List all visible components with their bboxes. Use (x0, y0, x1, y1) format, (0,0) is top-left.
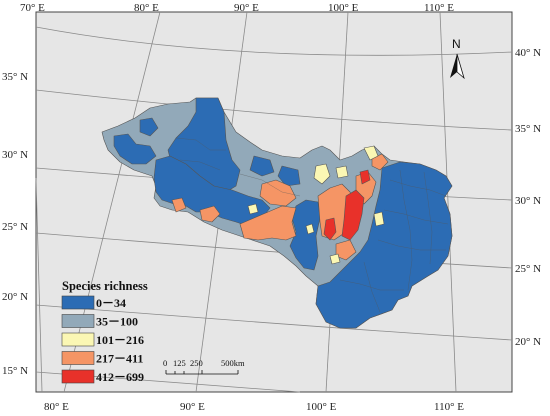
lon-label: 90° E (180, 401, 205, 413)
region-yellow-b (363, 145, 379, 161)
region-yellow-a (313, 163, 331, 185)
legend-swatch (61, 369, 95, 384)
legend-label: 35－100 (96, 315, 138, 329)
bottom-longitude-labels: 80° E 90° E 100° E 110° E (44, 401, 464, 413)
north-arrow-left-half (450, 54, 457, 78)
region-blue-north-a (249, 155, 275, 177)
lat-label: 15° N (2, 365, 28, 377)
region-orange-himalaya (239, 205, 297, 241)
region-blue-north-b (277, 165, 301, 187)
legend-label: 0－34 (96, 296, 126, 310)
scale-label: 125 (173, 358, 186, 368)
graticule-lat-40 (35, 26, 513, 56)
region-blue-far-west (113, 133, 157, 165)
region-blue-hengduan-west (289, 199, 321, 271)
lat-label: 25° N (2, 221, 28, 233)
region-blue-west-small (139, 117, 159, 137)
legend: Species richness 0－34 35－100 101－216 217－41… (61, 279, 148, 384)
lat-label: 20° N (515, 336, 541, 348)
scale-bar-line (165, 370, 239, 375)
boundary-line (179, 159, 221, 171)
boundary-line (363, 261, 381, 313)
region-red-core-b (323, 217, 337, 241)
graticule-lat-35 (35, 89, 513, 131)
north-arrow-label: N (452, 37, 461, 51)
region-blue-east (315, 161, 453, 329)
region-yellow-e (247, 203, 259, 215)
legend-swatch (61, 295, 95, 310)
right-latitude-labels: 40° N 35° N 30° N 25° N 20° N (515, 47, 541, 348)
boundary-line (175, 137, 226, 151)
scale-label: 0 (163, 358, 167, 368)
lon-label: 110° E (434, 401, 464, 413)
scale-bar: 0 125 250 500km (163, 358, 245, 375)
boundary-line (377, 239, 446, 251)
region-yellow-f (329, 253, 341, 265)
region-orange-west-a (199, 205, 221, 223)
region-yellow-d (373, 211, 385, 227)
region-orange-west-b (171, 197, 187, 213)
top-longitude-labels: 70° E 80° E 90° E 100° E 110° E (20, 2, 454, 14)
boundary-line (399, 169, 413, 291)
left-latitude-labels: 35° N 30° N 25° N 20° N 15° N (2, 71, 28, 377)
region-yellow-g (305, 223, 315, 235)
north-arrow: N (450, 37, 465, 80)
legend-label: 412－699 (96, 370, 144, 384)
legend-items: 0－34 35－100 101－216 217－411 412－699 (61, 295, 144, 384)
region-orange-south (335, 239, 357, 261)
boundary-line (339, 279, 404, 291)
lat-label: 30° N (515, 195, 541, 207)
lat-label: 40° N (515, 47, 541, 59)
legend-label: 101－216 (96, 333, 144, 347)
legend-swatch (61, 314, 95, 328)
legend-swatch (61, 351, 95, 365)
region-polygons (101, 97, 453, 329)
north-arrow-right-half (456, 53, 465, 80)
boundary-line (389, 179, 447, 197)
region-orange-north-east (371, 153, 389, 171)
lat-label: 35° N (515, 123, 541, 135)
region-orange-central (259, 179, 297, 207)
lon-label: 80° E (44, 401, 69, 413)
graticule-lon-70 (35, 177, 43, 393)
lon-label: 90° E (234, 2, 259, 14)
lon-label: 110° E (424, 2, 454, 14)
lon-label: 70° E (20, 2, 45, 14)
lon-label: 100° E (306, 401, 337, 413)
legend-swatch (61, 332, 95, 347)
lat-label: 25° N (515, 263, 541, 275)
county-boundaries (175, 137, 449, 313)
lat-label: 30° N (2, 149, 28, 161)
legend-label: 217－411 (96, 352, 143, 366)
region-yellow-c (335, 165, 349, 179)
boundary-line (239, 173, 301, 197)
lat-label: 20° N (2, 291, 28, 303)
lat-label: 35° N (2, 71, 28, 83)
graticule-latitude-lines (35, 26, 513, 393)
legend-title: Species richness (62, 279, 148, 293)
graticule-lon-110 (439, 11, 457, 393)
region-red-core-c (359, 169, 371, 185)
lon-label: 80° E (134, 2, 159, 14)
graticule-lat-20 (35, 304, 513, 341)
graticule-lon-80 (63, 11, 161, 393)
boundary-line (423, 171, 433, 265)
scale-label: 500km (221, 358, 245, 368)
boundary-line (383, 209, 449, 225)
scale-label: 250 (190, 358, 203, 368)
lon-label: 100° E (328, 2, 359, 14)
region-red-core-a (341, 189, 365, 241)
